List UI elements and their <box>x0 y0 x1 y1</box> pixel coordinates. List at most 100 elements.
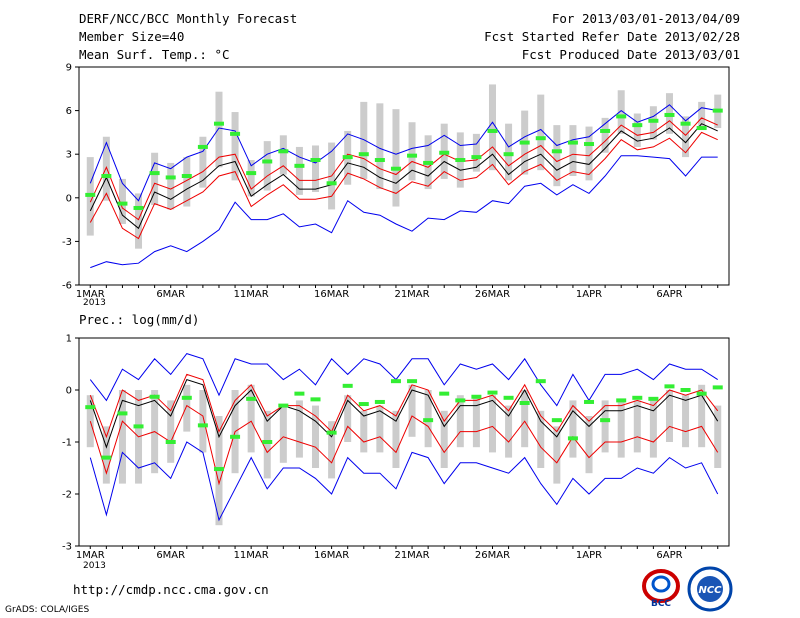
temp-spread-box <box>167 162 175 210</box>
prec-ytick-label: 1 <box>66 334 72 345</box>
prec-spread-box <box>698 384 706 448</box>
prec-spread-box <box>86 395 94 448</box>
temp-observed-marker <box>262 159 273 164</box>
precip-variable-label: Prec.: log(mm/d) <box>79 312 200 327</box>
prec-ytick-label: -2 <box>62 490 72 501</box>
source-url[interactable]: http://cmdp.ncc.cma.gov.cn <box>73 582 269 597</box>
prec-observed-marker <box>133 424 144 429</box>
prec-observed-marker <box>648 396 659 401</box>
prec-observed-marker <box>310 397 321 402</box>
prec-observed-marker <box>471 394 482 399</box>
prec-spread-box <box>102 426 110 484</box>
temp-ytick-label: 3 <box>66 150 72 161</box>
temp-spread-box <box>537 94 545 171</box>
temp-spread-box <box>601 117 609 153</box>
prec-observed-marker <box>664 384 675 389</box>
temp-spread-box <box>649 106 657 140</box>
temp-observed-marker <box>487 128 498 133</box>
prec-upper-line <box>89 373 719 439</box>
temp-observed-marker <box>246 171 257 176</box>
prec-spread-box <box>279 405 287 463</box>
prec-observed-marker <box>600 418 611 423</box>
temp-observed-marker <box>616 114 627 119</box>
temp-observed-marker <box>165 175 176 180</box>
temp-spread-box <box>231 112 239 181</box>
prec-xtick-label: 16MAR <box>314 550 349 561</box>
temp-observed-marker <box>503 152 514 157</box>
prec-spread-box <box>328 421 336 479</box>
ncc-logo: NCC <box>687 566 733 612</box>
prec-observed-marker <box>165 440 176 444</box>
prec-spread-box <box>601 400 609 453</box>
bcc-logo: BCC <box>642 569 680 608</box>
prec-spread-box <box>167 400 175 463</box>
prec-spread-box <box>569 400 577 458</box>
prec-observed-marker <box>278 403 289 408</box>
prec-spread-box <box>585 416 593 474</box>
prec-observed-marker <box>117 411 128 416</box>
temp-spread-box <box>118 178 126 224</box>
prec-lower-line <box>89 404 719 486</box>
temp-spread-box <box>472 133 480 172</box>
prec-observed-marker <box>342 383 353 388</box>
temp-spread-box <box>215 91 223 168</box>
temp-spread-box <box>488 84 496 171</box>
prec-spread-box <box>617 400 625 458</box>
temp-spread-box <box>682 116 690 158</box>
temp-observed-marker <box>390 166 401 171</box>
temp-xtick-label: 11MAR <box>234 289 269 300</box>
prec-xtick-label: 26MAR <box>475 550 510 561</box>
temp-xtick-label: 6APR <box>656 289 682 300</box>
prec-mean-line <box>89 378 719 449</box>
temp-spread-box <box>505 123 513 181</box>
prec-max-line <box>89 353 718 407</box>
temp-observed-marker <box>648 118 659 123</box>
temp-spread-box <box>376 103 384 190</box>
refer-date: Fcst Started Refer Date 2013/02/28 <box>484 29 740 44</box>
prec-spread-box <box>456 395 464 448</box>
temp-ytick-label: 6 <box>66 106 72 117</box>
temp-observed-marker <box>197 144 208 149</box>
prec-observed-marker <box>85 405 96 410</box>
temp-observed-marker <box>101 174 112 178</box>
prec-observed-marker <box>551 418 562 423</box>
temp-observed-marker <box>519 140 530 145</box>
prec-spread-box <box>344 395 352 442</box>
prec-spread-box <box>376 405 384 453</box>
member-size: Member Size=40 <box>79 29 185 44</box>
temp-xtick-label: 6MAR <box>156 289 185 300</box>
prec-spread-box <box>553 426 561 484</box>
temp-observed-marker <box>680 121 691 126</box>
prec-observed-marker <box>149 394 160 399</box>
temp-spread-box <box>569 125 577 176</box>
prec-observed-marker <box>230 434 241 439</box>
temp-observed-marker <box>358 152 369 157</box>
temp-observed-marker <box>455 158 466 163</box>
temp-observed-marker <box>632 123 643 128</box>
prec-ytick-label: 0 <box>66 386 72 397</box>
prec-observed-marker <box>294 391 305 396</box>
temp-observed-marker <box>230 131 241 136</box>
temp-observed-marker <box>407 153 418 158</box>
prec-observed-marker <box>712 385 723 390</box>
prec-observed-marker <box>262 440 273 444</box>
prec-xtick-label: 21MAR <box>394 550 429 561</box>
temp-observed-marker <box>326 181 337 186</box>
svg-text:BCC: BCC <box>651 599 671 608</box>
prec-ytick-label: -3 <box>62 542 72 553</box>
temp-observed-marker <box>342 155 353 160</box>
prec-observed-marker <box>407 379 418 384</box>
prec-observed-marker <box>503 395 514 400</box>
prec-spread-box <box>312 405 320 468</box>
temp-spread-box <box>312 145 320 192</box>
temp-observed-marker <box>133 205 144 210</box>
prec-spread-box <box>408 384 416 437</box>
prec-observed-marker <box>487 390 498 395</box>
prec-spread-box <box>682 395 690 448</box>
variable-label: Mean Surf. Temp.: °C <box>79 47 230 62</box>
temp-observed-marker <box>294 163 305 168</box>
temp-spread-box <box>698 101 706 130</box>
temp-observed-marker <box>117 201 128 206</box>
temp-observed-marker <box>310 158 321 163</box>
temp-spread-box <box>263 141 271 191</box>
